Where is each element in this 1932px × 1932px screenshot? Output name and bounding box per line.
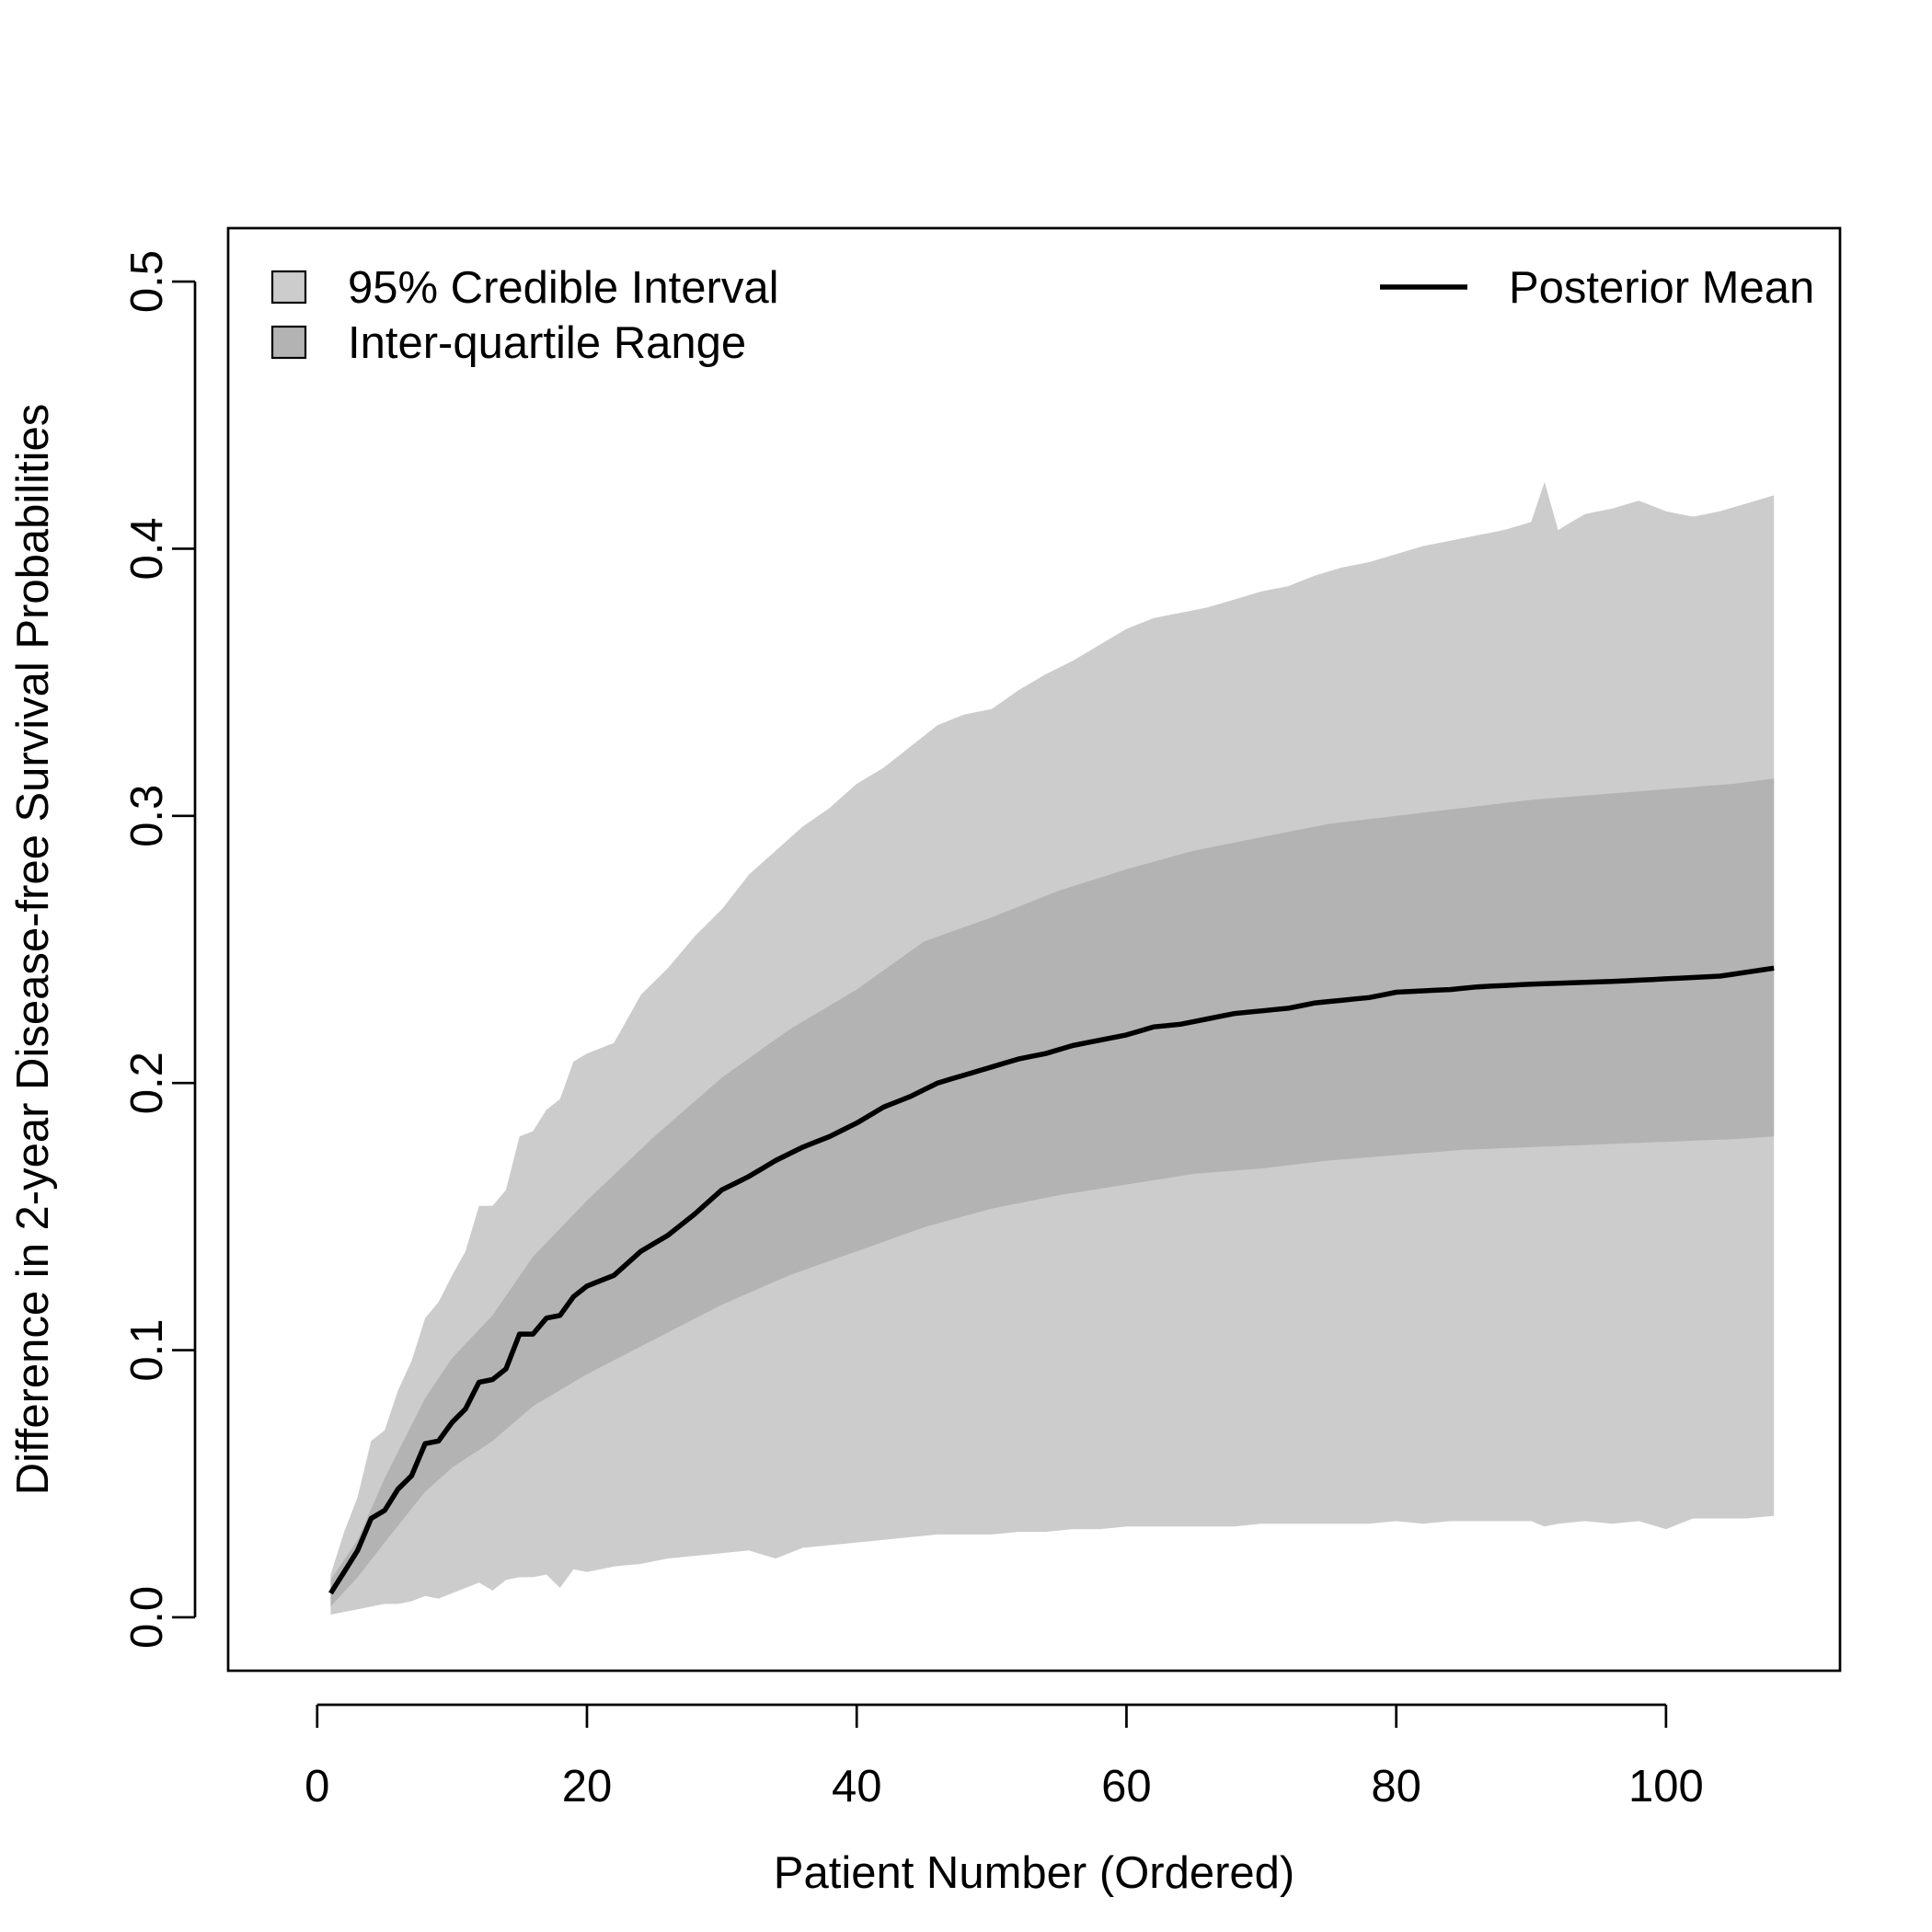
x-tick-label: 20 bbox=[562, 1762, 613, 1811]
legend-swatch bbox=[270, 270, 307, 305]
iqr-band bbox=[330, 778, 1775, 1607]
y-tick-label: 0.0 bbox=[122, 1586, 172, 1649]
y-tick-label: 0.5 bbox=[122, 250, 172, 313]
x-tick-label: 80 bbox=[1371, 1762, 1421, 1811]
x-tick-label: 0 bbox=[305, 1762, 329, 1811]
plot-area bbox=[330, 481, 1775, 1615]
x-tick-label: 100 bbox=[1628, 1762, 1704, 1811]
mean-line-layer bbox=[328, 965, 1775, 1595]
x-tick-label: 60 bbox=[1101, 1762, 1152, 1811]
x-axis: 0 20 40 60 80 100 bbox=[305, 1703, 1704, 1811]
y-tick-label: 0.4 bbox=[122, 517, 172, 580]
y-tick-label: 0.1 bbox=[122, 1319, 172, 1382]
legend-swatch bbox=[270, 325, 307, 360]
legend-label: 95% Credible Interval bbox=[348, 263, 778, 313]
y-axis: 0.0 0.1 0.2 0.3 0.4 0.5 bbox=[122, 250, 197, 1649]
y-axis-label: Difference in 2-year Disease-free Surviv… bbox=[8, 404, 58, 1496]
x-axis-label: Patient Number (Ordered) bbox=[774, 1848, 1294, 1898]
posterior-mean-line bbox=[328, 965, 1775, 1595]
y-tick-label: 0.3 bbox=[122, 785, 172, 847]
y-tick-label: 0.2 bbox=[122, 1052, 172, 1114]
legend-label: Inter-quartile Range bbox=[348, 318, 746, 368]
legend-label: Posterior Mean bbox=[1509, 263, 1814, 313]
x-tick-label: 40 bbox=[832, 1762, 882, 1811]
plot-frame bbox=[226, 226, 1842, 1673]
